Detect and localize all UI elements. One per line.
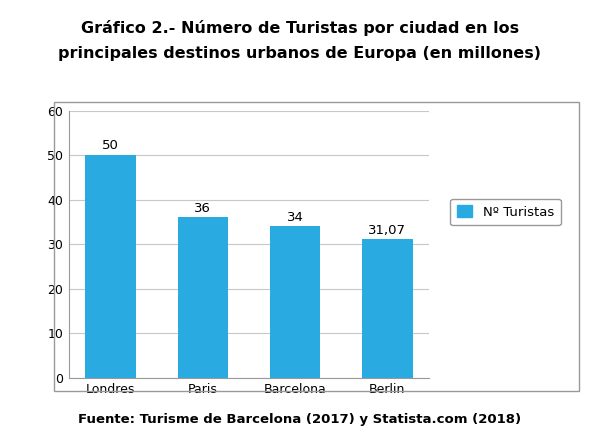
Bar <box>270 227 320 378</box>
Text: principales destinos urbanos de Europa (en millones): principales destinos urbanos de Europa (… <box>59 46 542 61</box>
Text: 50: 50 <box>102 139 119 152</box>
Bar <box>178 217 228 378</box>
Bar <box>85 155 136 378</box>
Text: 31,07: 31,07 <box>368 224 406 237</box>
Text: 36: 36 <box>194 202 211 215</box>
Legend: Nº Turistas: Nº Turistas <box>450 199 561 225</box>
Text: Gráfico 2.- Número de Turistas por ciudad en los: Gráfico 2.- Número de Turistas por ciuda… <box>81 20 519 36</box>
Bar <box>362 240 413 378</box>
Text: 34: 34 <box>287 210 304 224</box>
Text: Fuente: Turisme de Barcelona (2017) y Statista.com (2018): Fuente: Turisme de Barcelona (2017) y St… <box>79 413 521 426</box>
